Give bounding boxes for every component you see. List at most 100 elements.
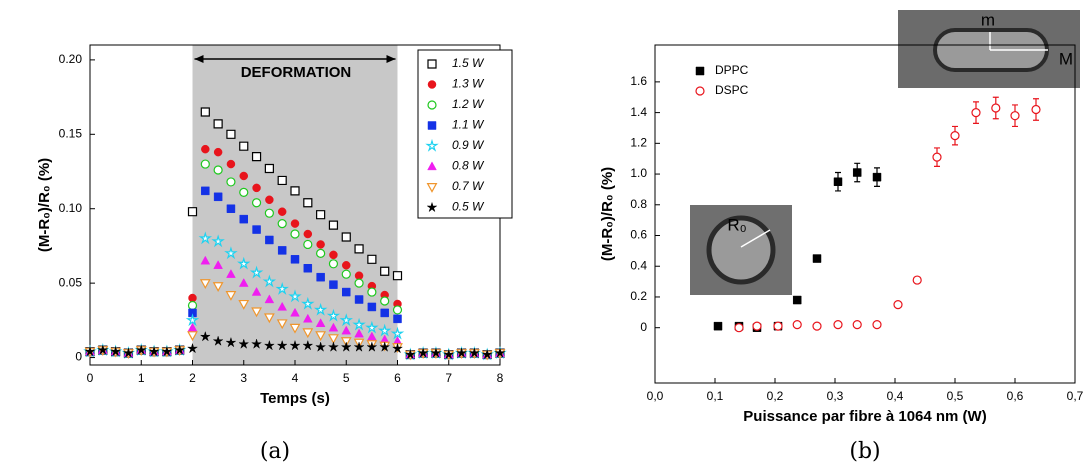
data-point [277,207,287,216]
data-point [289,323,301,334]
data-point [213,192,223,202]
y-tick-label: 0.6 [630,228,647,242]
data-point [213,147,223,157]
x-tick-label: 0,3 [827,389,844,403]
caption: (a) [260,439,290,464]
data-point [367,331,377,341]
data-point [187,322,198,332]
data-point [367,287,377,297]
data-point [110,345,122,357]
x-tick-label: 4 [292,371,299,385]
data-point [263,313,275,324]
data-point [354,244,364,254]
data-point [812,254,822,263]
data-point [187,207,198,217]
data-point [392,271,403,281]
data-point [313,302,328,316]
data-point [277,246,287,255]
data-point [328,259,339,269]
data-point [377,323,392,337]
data-point [161,345,173,357]
data-point [239,171,248,181]
data-point [236,256,251,270]
data-point [238,299,250,310]
data-point [186,342,199,354]
data-point [367,302,377,312]
data-point [329,250,338,260]
y-tick-label: 0 [75,350,82,364]
data-point [262,274,277,288]
data-point [390,326,405,340]
data-point [392,305,403,315]
y-tick-label: 0.15 [59,126,83,140]
data-point [201,144,210,154]
data-point [872,172,882,182]
data-point [212,335,224,346]
data-point [1010,111,1020,121]
data-point [238,338,250,349]
data-point [833,320,843,330]
x-tick-label: 0,1 [707,389,724,403]
inset-arrow [740,229,771,248]
x-tick-label: 7 [445,371,452,385]
data-point [225,336,237,348]
y-axis-label: (M-R₀)/R₀ (%) [599,167,616,261]
data-point [342,261,351,270]
x-axis-label: Puissance par fibre à 1064 nm (W) [743,408,986,425]
data-point [290,229,300,239]
legend-marker [426,183,438,193]
data-point [316,210,326,220]
data-point [200,107,210,117]
y-tick-label: 0.05 [59,275,83,289]
data-point [188,308,197,318]
legend-marker [425,138,439,152]
y-tick-label: 0.8 [630,197,647,211]
data-point [792,295,802,305]
data-point [265,195,274,205]
shaded-region [192,45,398,365]
y-tick-label: 0.2 [630,289,647,303]
data-point [341,325,352,335]
data-point [122,347,135,358]
data-point [97,344,109,355]
y-tick-label: 1.2 [630,135,647,149]
data-point [893,300,903,310]
data-point [277,175,287,186]
legend-label: DPPC [715,63,749,77]
x-tick-label: 0 [87,371,94,385]
legend-marker [695,86,705,96]
data-point [201,186,210,196]
legend-label: 0.9 W [452,138,485,152]
data-point [174,344,186,355]
data-point [187,331,198,342]
data-point [302,313,313,323]
data-point [213,119,223,129]
data-point [250,338,263,349]
inset-vesicle [706,215,776,285]
data-point [290,255,300,264]
data-point [290,219,300,228]
data-point [991,103,1001,113]
data-point [316,248,326,258]
data-point [188,293,197,303]
x-tick-label: 0,6 [1007,389,1024,403]
x-tick-label: 0,4 [887,389,904,403]
data-point [354,278,364,288]
data-point [481,348,493,360]
x-tick-label: 0,5 [947,389,964,403]
data-point [468,347,480,358]
plot-frame [654,44,1076,384]
data-point [326,308,341,322]
data-point [252,183,261,193]
data-point [277,301,288,311]
data-point [226,269,236,278]
data-point [455,347,468,358]
data-point [328,220,339,230]
x-tick-label: 6 [394,371,401,385]
legend-label: DSPC [715,83,749,97]
data-point [417,347,429,358]
data-point [84,345,96,357]
annotation: M [1059,49,1073,68]
legend-marker [427,161,437,171]
